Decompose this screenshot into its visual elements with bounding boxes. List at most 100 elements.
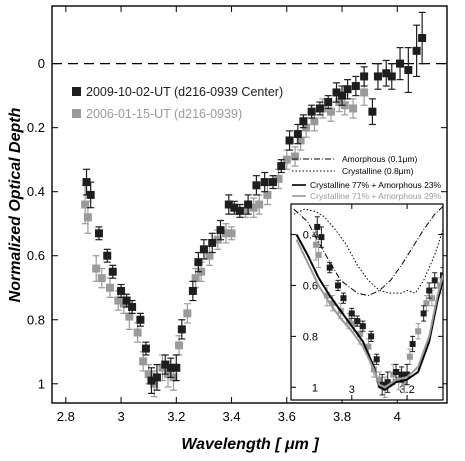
inset-point-dark-10 <box>379 381 386 388</box>
point-dark-15 <box>177 325 186 334</box>
inset-point-dark-5 <box>348 310 355 317</box>
legend-marker-2006 <box>72 109 81 118</box>
point-grey-25 <box>255 200 264 209</box>
point-grey-27 <box>274 174 283 183</box>
point-grey-0 <box>81 200 90 209</box>
inset-point-grey-2 <box>323 292 330 299</box>
point-dark-43 <box>387 72 396 81</box>
point-dark-46 <box>412 46 421 55</box>
point-dark-26 <box>260 178 269 187</box>
inset-point-dark-7 <box>359 323 366 330</box>
point-dark-36 <box>338 91 347 100</box>
point-dark-19 <box>208 238 217 247</box>
y-tick-label-3: 0.6 <box>27 248 45 263</box>
point-dark-18 <box>199 245 208 254</box>
inset-point-grey-7 <box>357 330 364 337</box>
point-dark-42 <box>382 69 391 78</box>
point-grey-2 <box>92 264 101 273</box>
inset-model-curve-1 <box>293 208 443 294</box>
point-grey-26 <box>263 190 272 199</box>
point-dark-39 <box>360 72 369 81</box>
point-dark-23 <box>235 206 244 215</box>
point-dark-31 <box>299 117 308 126</box>
point-grey-4 <box>106 283 115 292</box>
point-dark-29 <box>285 136 294 145</box>
inset-series-group <box>293 206 443 398</box>
point-dark-45 <box>404 66 413 75</box>
point-dark-2 <box>94 229 103 238</box>
x-tick-label-1: 3 <box>117 409 124 424</box>
inset-point-dark-11 <box>384 379 391 386</box>
inset-point-dark-16 <box>420 310 427 317</box>
inset-point-dark-0 <box>314 223 321 230</box>
point-grey-21 <box>222 229 231 238</box>
main-series-group <box>81 11 427 398</box>
point-dark-16 <box>188 286 197 295</box>
point-dark-3 <box>103 251 112 260</box>
point-dark-25 <box>252 181 261 190</box>
point-grey-29 <box>291 152 300 161</box>
point-grey-8 <box>133 328 142 337</box>
legend-label-2009: 2009-10-02-UT (d216-0939 Center) <box>86 85 283 99</box>
inset-clipped-group <box>293 206 443 398</box>
inset-point-dark-17 <box>426 287 433 294</box>
inset-point-grey-15 <box>406 353 413 360</box>
point-dark-12 <box>161 360 170 369</box>
point-grey-5 <box>114 296 123 305</box>
plot-frame <box>51 5 448 404</box>
inset-point-dark-13 <box>398 371 405 378</box>
point-dark-13 <box>166 363 175 372</box>
inset-point-grey-10 <box>376 376 383 383</box>
legend: 2009-10-02-UT (d216-0939 Center) 2006-01… <box>72 85 283 121</box>
inset-legend: Amorphous (0.1μm) Crystalline (0.8μm) Cr… <box>292 154 442 201</box>
inset-legend-label-mix77: Crystalline 77% + Amorphous 23% <box>310 180 442 190</box>
point-dark-4 <box>108 267 117 276</box>
point-dark-7 <box>128 302 137 311</box>
inset-plot: 3 3.2 0.4 0.6 0.8 1 <box>290 203 444 401</box>
point-dark-27 <box>268 178 277 187</box>
inset-model-curve-3 <box>295 239 443 389</box>
point-dark-30 <box>293 130 302 139</box>
point-dark-6 <box>122 296 131 305</box>
point-dark-38 <box>351 82 360 91</box>
point-dark-41 <box>373 72 382 81</box>
inset-legend-label-crystalline: Crystalline (0.8μm) <box>342 166 414 176</box>
inset-axes: 3 3.2 0.4 0.6 0.8 1 <box>291 204 443 400</box>
legend-marker-2009 <box>72 87 81 96</box>
inset-x-tick-label-1: 3.2 <box>399 384 414 396</box>
point-grey-37 <box>349 104 358 113</box>
inset-point-grey-18 <box>428 295 435 302</box>
legend-label-2006: 2006-01-15-UT (d216-0939) <box>86 107 242 121</box>
point-dark-9 <box>141 344 150 353</box>
point-grey-32 <box>310 117 319 126</box>
point-dark-14 <box>172 363 181 372</box>
point-grey-30 <box>296 136 305 145</box>
point-grey-9 <box>139 357 148 366</box>
inset-y-tick-label-1: 0.6 <box>303 280 318 292</box>
x-tick-label-3: 3.4 <box>223 409 241 424</box>
inset-point-grey-16 <box>415 328 422 335</box>
point-grey-1 <box>83 213 92 222</box>
point-dark-8 <box>136 315 145 324</box>
point-grey-15 <box>175 341 184 350</box>
point-grey-16 <box>183 309 192 318</box>
inset-y-tick-label-3: 1 <box>312 382 318 394</box>
inset-point-dark-15 <box>409 341 416 347</box>
point-grey-19 <box>205 251 214 260</box>
point-dark-35 <box>332 88 341 97</box>
y-tick-label-2: 0.4 <box>27 184 45 199</box>
point-dark-40 <box>368 107 377 116</box>
inset-y-tick-label-2: 0.8 <box>303 331 318 343</box>
y-tick-label-4: 0.8 <box>27 312 45 327</box>
y-axis-title: Normalized Optical Depth <box>7 107 24 302</box>
inset-point-dark-2 <box>326 264 333 271</box>
point-grey-38 <box>360 88 369 97</box>
point-grey-17 <box>191 274 200 283</box>
inset-legend-label-amorphous: Amorphous (0.1μm) <box>342 154 417 164</box>
point-dark-0 <box>82 178 91 187</box>
inset-point-grey-1 <box>315 251 322 258</box>
point-dark-33 <box>315 104 324 113</box>
inset-point-grey-14 <box>401 379 408 386</box>
y-tick-label-1: 0.2 <box>27 120 45 135</box>
